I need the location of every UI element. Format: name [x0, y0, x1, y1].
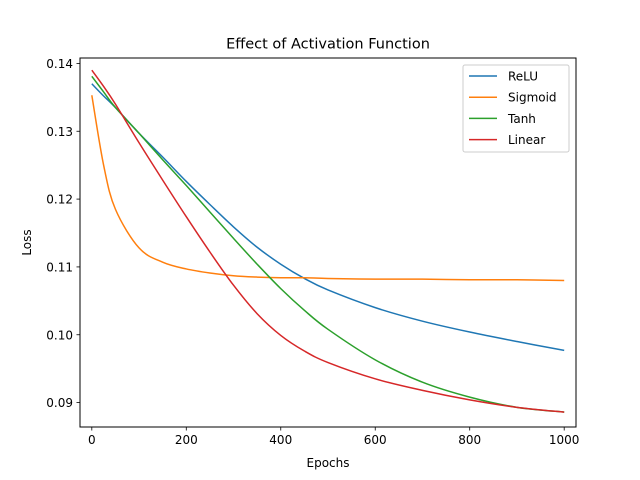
- legend-items: ReLU Sigmoid Tanh Linear: [469, 70, 557, 147]
- x-tick-label: 600: [364, 433, 387, 447]
- y-tick-label: 0.11: [46, 260, 73, 274]
- y-tick-label: 0.10: [46, 328, 73, 342]
- y-tick-label: 0.09: [46, 396, 73, 410]
- x-tick-label: 200: [175, 433, 198, 447]
- chart-title: Effect of Activation Function: [226, 37, 430, 53]
- y-tick-label: 0.14: [46, 57, 73, 71]
- x-tick-label: 800: [458, 433, 481, 447]
- x-axis-ticks: 0 200 400 600 800 1000: [88, 427, 579, 447]
- y-axis-ticks: 0.09 0.10 0.11 0.12 0.13 0.14: [46, 57, 80, 410]
- legend-label-relu: ReLU: [508, 70, 538, 84]
- series-layer: [91, 69, 565, 413]
- series-line-tanh: [91, 75, 565, 413]
- x-axis-label: Epochs: [307, 456, 350, 470]
- series-line-sigmoid: [91, 95, 565, 282]
- x-tick-label: 1000: [549, 433, 580, 447]
- y-tick-label: 0.12: [46, 193, 73, 207]
- series-line-linear: [91, 69, 565, 413]
- legend-box: [462, 64, 570, 153]
- legend: ReLU Sigmoid Tanh Linear: [462, 64, 570, 153]
- legend-label-tanh: Tanh: [507, 112, 536, 126]
- plot-frame: [79, 57, 577, 428]
- y-tick-label: 0.13: [46, 125, 73, 139]
- x-tick-label: 400: [269, 433, 292, 447]
- legend-label-sigmoid: Sigmoid: [508, 91, 557, 105]
- x-tick-label: 0: [88, 433, 96, 447]
- legend-label-linear: Linear: [508, 133, 545, 147]
- y-axis-label: Loss: [20, 229, 34, 255]
